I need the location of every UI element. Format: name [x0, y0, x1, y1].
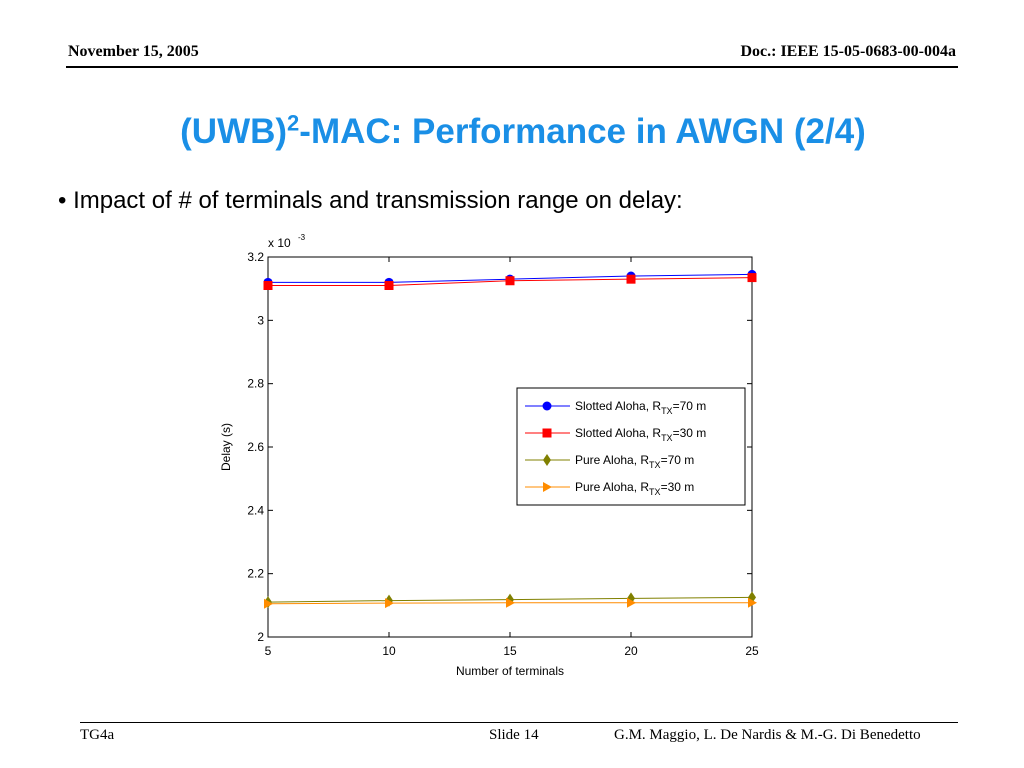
x-tick-label: 20	[624, 644, 638, 658]
legend-label: Slotted Aloha, RTX=70 m	[575, 399, 706, 416]
data-point-diamond	[543, 454, 551, 466]
data-point-square	[505, 276, 515, 286]
delay-chart: 5 10 15 20 25 2 2.2 2.4 2.6 2.8 3 3.2 x 10 -3 Number o…	[219, 233, 759, 678]
y-tick-label: 2	[257, 630, 264, 644]
legend-label-name: Slotted Aloha, R	[575, 426, 661, 440]
data-point-triangle	[543, 482, 552, 492]
legend-label-name: Pure Aloha, R	[575, 453, 649, 467]
title-prefix: (UWB)	[180, 112, 288, 151]
data-point-triangle	[264, 598, 273, 609]
y-tick-label: 3.2	[247, 250, 264, 264]
y-tick-label: 2.8	[247, 377, 264, 391]
data-point-square	[626, 274, 636, 284]
y-tick-label: 2.6	[247, 440, 264, 454]
chart-container: 5 10 15 20 25 2 2.2 2.4 2.6 2.8 3 3.2 x 10 -3 Number o…	[212, 226, 782, 686]
x-tick-label: 25	[745, 644, 759, 658]
legend-label-suffix: =30 m	[661, 480, 695, 494]
x-tick-label: 5	[265, 644, 272, 658]
series-3	[264, 597, 757, 609]
data-point-triangle	[385, 598, 394, 609]
footer-divider	[80, 722, 958, 723]
data-point-circle	[542, 401, 552, 411]
data-point-square	[747, 273, 757, 283]
legend-label-suffix: =70 m	[661, 453, 695, 467]
footer-group: TG4a	[80, 727, 115, 743]
series-1	[263, 273, 757, 290]
legend-label-subscript: TX	[661, 406, 673, 416]
x-tick-label: 10	[382, 644, 396, 658]
slide-title: (UWB)2-MAC: Performance in AWGN (2/4)	[0, 112, 1024, 152]
y-tick-label: 3	[257, 313, 264, 327]
data-point-square	[384, 281, 394, 290]
footer-slide-number: Slide 14	[489, 727, 539, 743]
title-superscript: 2	[287, 110, 300, 136]
x-axis-label: Number of terminals	[456, 664, 564, 678]
x-tick-label: 15	[503, 644, 517, 658]
y-axis-label: Delay (s)	[219, 423, 233, 471]
data-point-triangle	[748, 597, 757, 608]
data-point-square	[263, 281, 273, 290]
legend-label-suffix: =30 m	[673, 426, 707, 440]
header-doc-id: Doc.: IEEE 15-05-0683-00-004a	[740, 43, 956, 60]
legend-label-name: Slotted Aloha, R	[575, 399, 661, 413]
legend-item: Pure Aloha, RTX=30 m	[525, 480, 694, 497]
y-multiplier-label: x 10	[268, 236, 291, 250]
data-point-triangle	[506, 597, 515, 608]
title-suffix: -MAC: Performance in AWGN (2/4)	[299, 112, 866, 151]
legend-label: Pure Aloha, RTX=30 m	[575, 480, 694, 497]
legend-label-subscript: TX	[661, 433, 673, 443]
legend-label-subscript: TX	[649, 460, 661, 470]
legend-label: Pure Aloha, RTX=70 m	[575, 453, 694, 470]
header-divider	[66, 66, 958, 68]
data-point-square	[542, 428, 552, 438]
data-point-diamond	[627, 592, 635, 605]
legend-item: Slotted Aloha, RTX=70 m	[525, 399, 706, 416]
legend-label: Slotted Aloha, RTX=30 m	[575, 426, 706, 443]
bullet-text: • Impact of # of terminals and transmiss…	[58, 187, 683, 214]
legend-label-suffix: =70 m	[673, 399, 707, 413]
y-tick-label: 2.2	[247, 567, 264, 581]
legend-item: Slotted Aloha, RTX=30 m	[525, 426, 706, 443]
y-tick-label: 2.4	[247, 503, 264, 517]
header-date: November 15, 2005	[68, 43, 199, 60]
legend-item: Pure Aloha, RTX=70 m	[525, 453, 694, 470]
data-point-triangle	[627, 597, 636, 608]
legend-label-subscript: TX	[649, 487, 661, 497]
legend-box	[516, 387, 746, 506]
y-multiplier-exponent: -3	[298, 233, 306, 242]
footer-authors: G.M. Maggio, L. De Nardis & M.-G. Di Ben…	[614, 727, 921, 743]
legend-label-name: Pure Aloha, R	[575, 480, 649, 494]
